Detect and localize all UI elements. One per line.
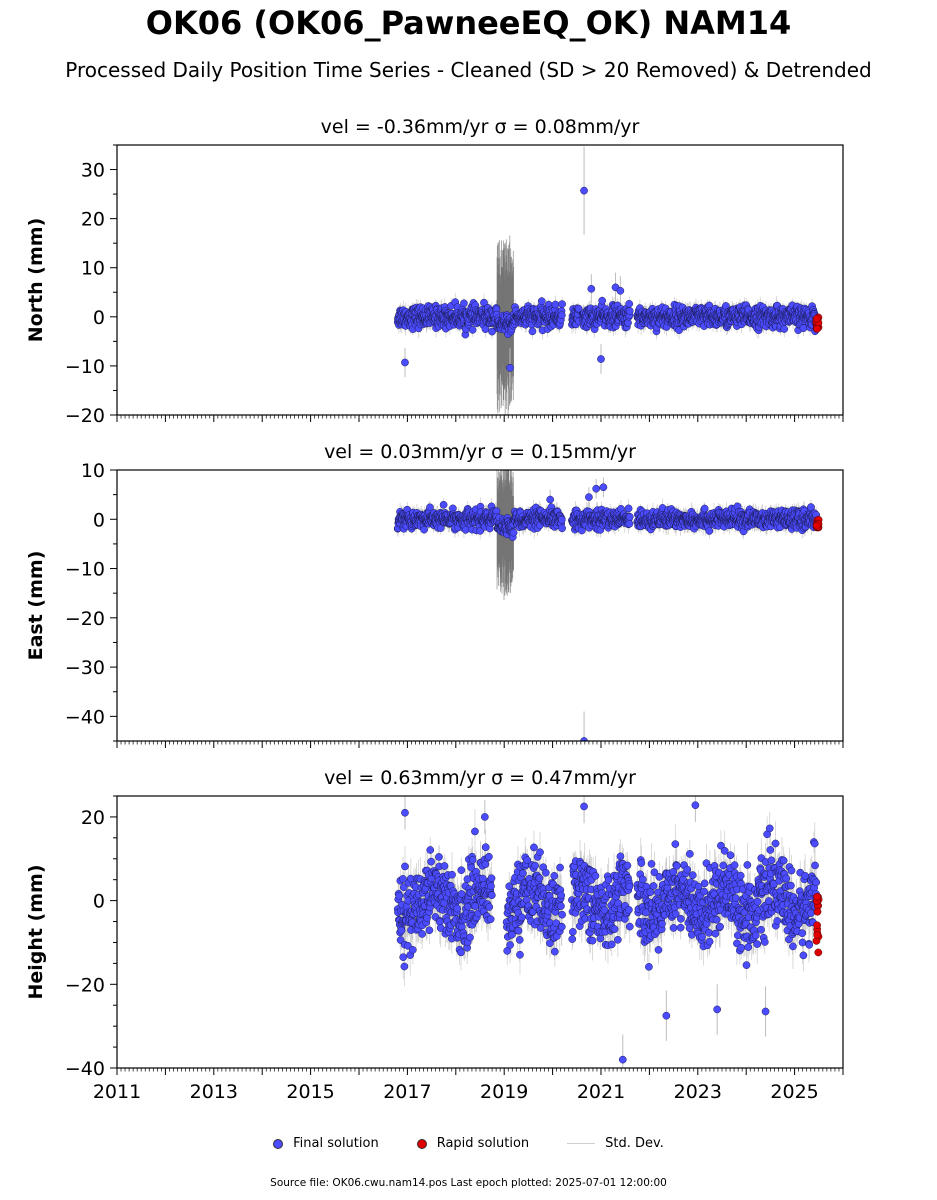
y-tick-label: 10 xyxy=(81,258,105,280)
data-point xyxy=(436,524,445,532)
data-point xyxy=(420,525,428,534)
data-point xyxy=(439,500,448,509)
page-subtitle: Processed Daily Position Time Series - C… xyxy=(65,58,872,82)
outlier-point xyxy=(506,364,514,372)
plot-frame xyxy=(116,144,844,416)
series-points xyxy=(393,470,823,741)
rapid-point xyxy=(812,314,821,323)
data-point xyxy=(481,325,490,334)
data-point xyxy=(625,307,634,315)
data-point xyxy=(528,327,537,336)
data-point xyxy=(780,325,789,333)
series-points xyxy=(393,146,823,415)
outlier-point xyxy=(597,355,605,363)
data-point xyxy=(488,327,496,336)
outlier-point xyxy=(616,286,625,295)
y-axis-label: East (mm) xyxy=(25,551,47,661)
y-tick-label: −10 xyxy=(65,356,105,378)
panel-title: vel = -0.36mm/yr σ = 0.08mm/yr xyxy=(321,116,640,138)
data-point xyxy=(557,311,566,320)
data-point xyxy=(426,503,434,512)
panel-north: vel = -0.36mm/yr σ = 0.08mm/yr North (mm)… xyxy=(25,116,844,427)
y-tick-label: −20 xyxy=(65,405,105,427)
rapid-point xyxy=(813,324,821,333)
data-point xyxy=(625,299,634,308)
y-axis-label: North (mm) xyxy=(25,218,47,343)
data-point xyxy=(558,524,566,533)
outlier-point xyxy=(401,358,409,367)
time-series-plots: vel = -0.36mm/yr σ = 0.08mm/yr North (mm)… xyxy=(25,116,844,1103)
data-point xyxy=(537,297,546,305)
data-point xyxy=(574,304,583,313)
data-point xyxy=(557,515,566,524)
data-point xyxy=(598,296,607,305)
panel-title: vel = 0.03mm/yr σ = 0.15mm/yr xyxy=(324,441,636,463)
y-tick-label: 0 xyxy=(93,307,105,329)
outlier-point xyxy=(587,284,596,293)
page-title: OK06 (OK06_PawneeEQ_OK) NAM14 xyxy=(145,4,792,42)
data-point xyxy=(460,299,468,308)
data-point xyxy=(551,300,560,309)
data-point xyxy=(509,528,518,537)
outlier-point xyxy=(580,186,588,195)
data-point xyxy=(468,326,477,334)
y-tick-label: 30 xyxy=(81,160,105,182)
data-point xyxy=(558,300,566,308)
y-tick-label: 20 xyxy=(81,209,105,231)
